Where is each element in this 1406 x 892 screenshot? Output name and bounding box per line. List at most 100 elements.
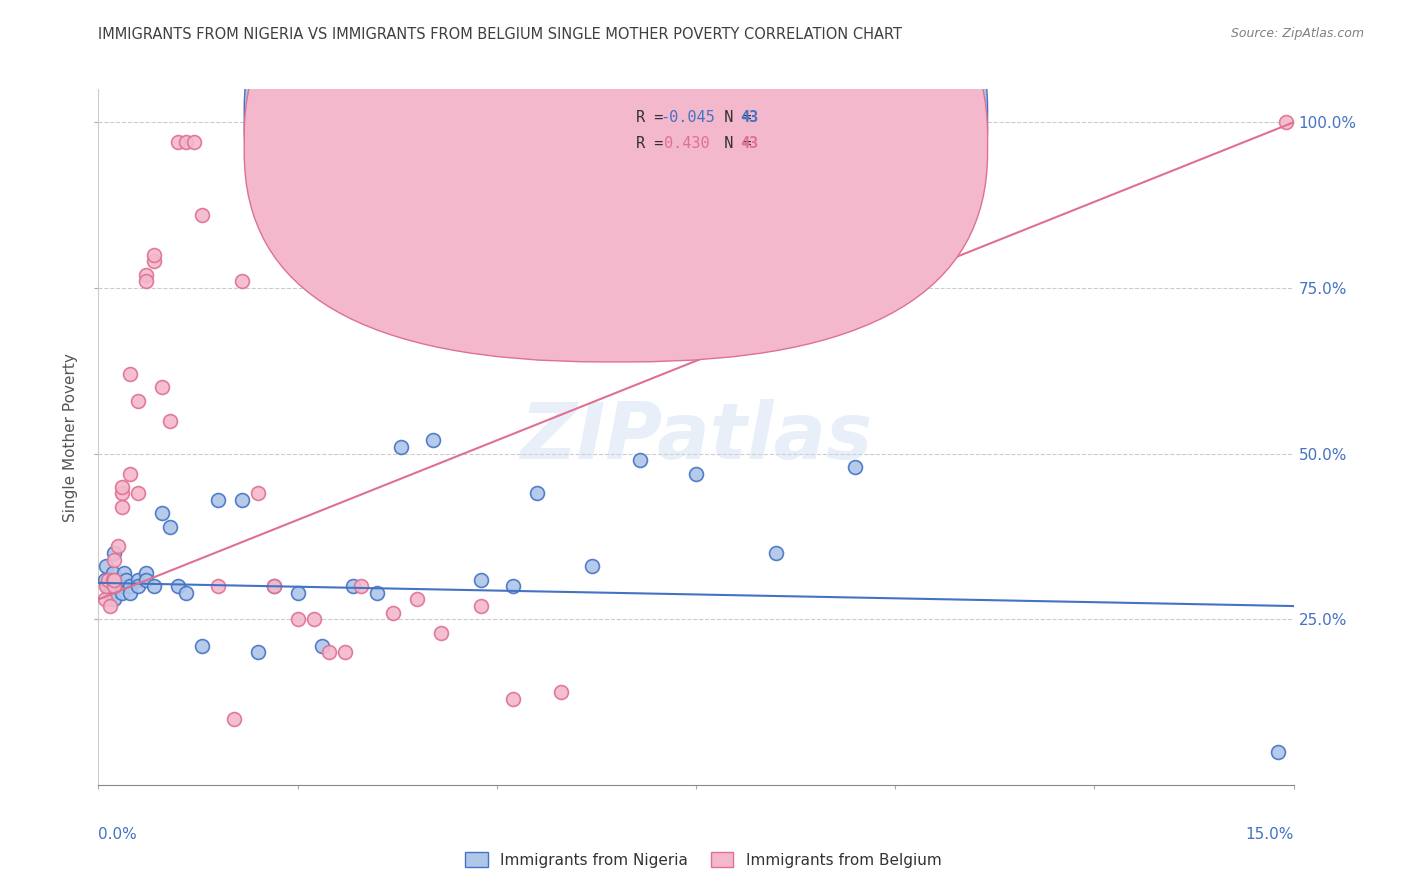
Point (103, 592, 125, 607)
Point (231, 274, 253, 288)
Text: N =: N = (706, 136, 761, 151)
Point (470, 599, 492, 613)
Point (111, 500, 134, 514)
Point (100, 599, 122, 613)
Point (174, 135, 197, 149)
Text: ZIPatlas: ZIPatlas (520, 399, 872, 475)
Point (183, 135, 205, 149)
Text: Source: ZipAtlas.com: Source: ZipAtlas.com (1230, 27, 1364, 40)
Point (100, 586, 122, 600)
Point (96, 559, 118, 574)
Point (101, 566, 124, 580)
Point (246, 486, 269, 500)
Point (127, 579, 149, 593)
Point (430, 625, 453, 640)
Point (135, 274, 157, 288)
Point (103, 546, 125, 560)
Point (318, 645, 340, 659)
Point (628, 453, 651, 467)
Point (311, 639, 333, 653)
Point (342, 579, 364, 593)
Y-axis label: Single Mother Poverty: Single Mother Poverty (63, 352, 79, 522)
Text: 43: 43 (740, 111, 758, 125)
Point (685, 467, 707, 481)
Text: R =: R = (637, 136, 682, 151)
Point (287, 586, 309, 600)
FancyBboxPatch shape (245, 0, 987, 362)
Point (111, 486, 134, 500)
Text: IMMIGRANTS FROM NIGERIA VS IMMIGRANTS FROM BELGIUM SINGLE MOTHER POVERTY CORRELA: IMMIGRANTS FROM NIGERIA VS IMMIGRANTS FR… (98, 27, 903, 42)
Text: -0.045: -0.045 (661, 111, 714, 125)
Point (143, 254, 166, 268)
Text: N =: N = (706, 111, 761, 125)
Point (382, 606, 405, 620)
Point (246, 645, 269, 659)
Point (167, 135, 190, 149)
Point (103, 579, 125, 593)
Point (302, 612, 325, 626)
Point (335, 645, 357, 659)
Point (101, 573, 124, 587)
Point (94, 573, 117, 587)
Point (1274, 115, 1296, 129)
Point (263, 579, 285, 593)
FancyBboxPatch shape (582, 89, 929, 169)
Legend: Immigrants from Nigeria, Immigrants from Belgium: Immigrants from Nigeria, Immigrants from… (457, 844, 949, 875)
Point (1267, 745, 1289, 759)
Point (115, 573, 138, 587)
Point (150, 506, 173, 520)
Point (765, 546, 787, 560)
Point (111, 579, 134, 593)
Point (94, 592, 117, 607)
Point (135, 573, 157, 587)
FancyBboxPatch shape (245, 0, 987, 336)
Point (111, 586, 134, 600)
Point (366, 586, 388, 600)
Point (97, 573, 120, 587)
Point (207, 493, 229, 508)
Point (159, 413, 181, 427)
Point (526, 486, 548, 500)
Text: 0.0%: 0.0% (98, 827, 138, 842)
Point (97, 579, 120, 593)
Point (127, 393, 149, 408)
Text: 15.0%: 15.0% (1246, 827, 1294, 842)
Point (222, 712, 245, 726)
Point (207, 579, 229, 593)
Point (191, 639, 214, 653)
Point (422, 434, 444, 448)
Point (287, 612, 309, 626)
Point (550, 685, 572, 699)
Point (120, 586, 142, 600)
Point (135, 268, 157, 282)
Point (844, 459, 866, 474)
Point (112, 566, 135, 580)
Point (96, 579, 118, 593)
Point (103, 552, 125, 566)
Point (127, 573, 149, 587)
Point (143, 248, 166, 262)
Point (350, 579, 373, 593)
Point (107, 540, 129, 554)
Point (150, 380, 173, 394)
Point (143, 579, 166, 593)
Text: 0.430: 0.430 (664, 136, 710, 151)
Point (470, 573, 492, 587)
Point (120, 579, 142, 593)
Point (127, 486, 149, 500)
Point (107, 573, 129, 587)
Point (120, 467, 142, 481)
Point (406, 592, 429, 607)
Point (167, 579, 190, 593)
Point (174, 586, 197, 600)
Point (502, 691, 524, 706)
Text: 43: 43 (740, 136, 758, 151)
Point (231, 493, 253, 508)
Point (263, 579, 285, 593)
Point (120, 367, 142, 381)
Point (135, 566, 157, 580)
Text: R =: R = (637, 111, 672, 125)
Point (159, 519, 181, 533)
Point (111, 480, 134, 494)
Point (502, 579, 524, 593)
